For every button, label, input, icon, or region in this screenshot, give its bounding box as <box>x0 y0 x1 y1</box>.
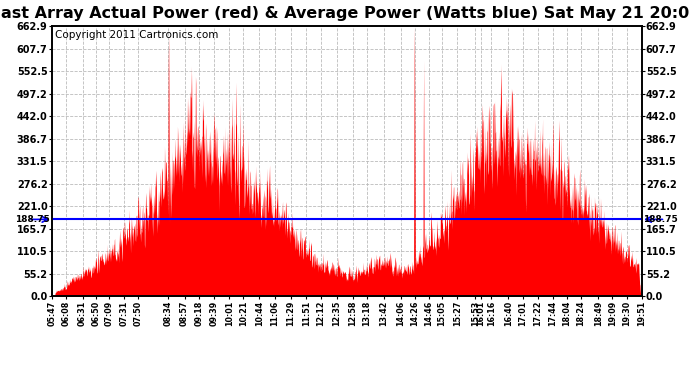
Text: 188.75: 188.75 <box>15 215 50 224</box>
Text: 188.75: 188.75 <box>644 215 678 224</box>
Text: East Array Actual Power (red) & Average Power (Watts blue) Sat May 21 20:02: East Array Actual Power (red) & Average … <box>0 6 690 21</box>
Text: Copyright 2011 Cartronics.com: Copyright 2011 Cartronics.com <box>55 30 218 40</box>
